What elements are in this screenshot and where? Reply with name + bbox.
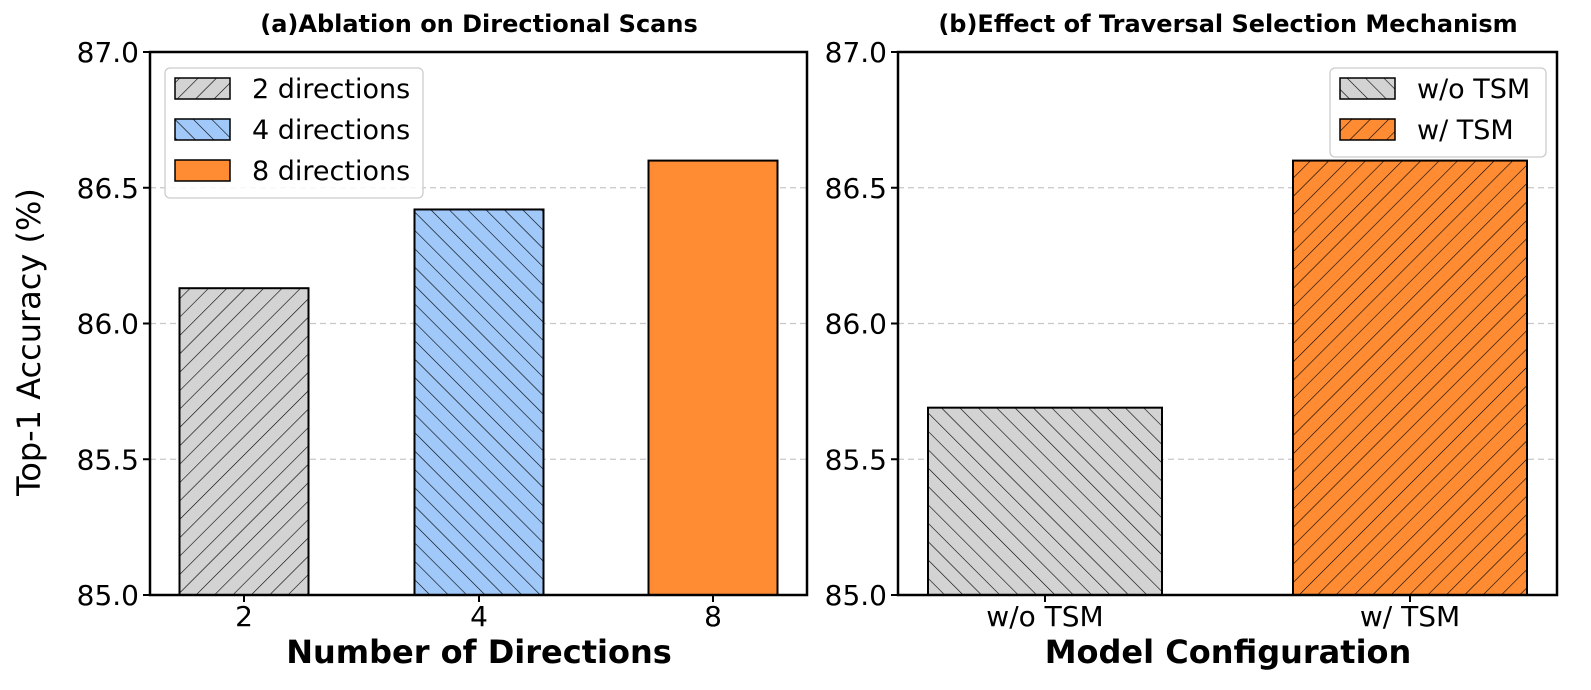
chart-a-legend-swatch [175,160,230,181]
chart-a-bar-hatch [414,209,544,595]
chart-a-legend-label: 8 directions [252,156,410,187]
chart-a-x-tick-label: 2 [235,600,253,633]
chart-b-bar-group [927,406,1163,597]
chart-a-legend-swatch-hatch [175,119,230,140]
chart-b-y-tick-label: 85.5 [825,443,887,476]
chart-a-y-tick-label: 85.0 [77,579,139,612]
chart-a-bar-group [178,287,310,596]
chart-b-bar-hatch [928,407,1162,595]
chart-a-y-tick-label: 85.5 [77,443,139,476]
chart-b-y-tick-label: 86.0 [825,308,887,341]
chart-a-legend-label: 2 directions [252,74,410,105]
chart-b-bar-hatch [1293,160,1527,595]
chart-b-legend-swatch-hatch [1340,119,1395,140]
chart-a-title: (a)Ablation on Directional Scans [260,10,697,38]
chart-a-bar-group [413,208,545,596]
chart-a-legend-swatch-hatch [175,78,230,99]
chart-a-x-tick-label: 4 [470,600,488,633]
chart-a-y-tick-label: 86.0 [77,308,139,341]
shared-y-axis-label: Top-1 Accuracy (%) [10,188,48,497]
chart-b-bar-group [1292,159,1528,596]
chart-a-legend-label: 4 directions [252,115,410,146]
chart-b-y-tick-label: 87.0 [825,36,887,69]
chart-b-title: (b)Effect of Traversal Selection Mechani… [938,10,1517,38]
chart-b-legend-swatch-outline [1339,77,1396,100]
chart-a-x-axis-label: Number of Directions [286,633,672,671]
chart-b-legend-label: w/o TSM [1417,74,1530,105]
chart-b-x-axis-label: Model Configuration [1045,633,1412,671]
chart-a-x-tick-label: 8 [704,600,722,633]
chart-a-legend: 2 directions 4 directions 8 directions [164,67,424,199]
chart-b-legend-swatch-hatch [1340,78,1395,99]
chart-panel-a: (a)Ablation on Directional Scans Number … [77,10,809,671]
chart-a-bar-group [647,159,779,596]
chart-a-bar [648,160,778,595]
chart-b-y-tick-label: 85.0 [825,579,887,612]
chart-a-legend-swatch-outline [174,118,231,141]
chart-b-legend: w/o TSM w/ TSM [1329,67,1547,158]
chart-b-x-tick-label: w/o TSM [986,600,1103,633]
chart-b-y-tick-label: 86.5 [825,172,887,205]
chart-b-x-tick-label: w/ TSM [1360,600,1460,633]
chart-a-y-tick-label: 86.5 [77,172,139,205]
chart-a-legend-swatch-outline [174,159,231,182]
chart-a-y-tick-label: 87.0 [77,36,139,69]
chart-a-legend-swatch-outline [174,77,231,100]
chart-b-legend-label: w/ TSM [1417,115,1514,146]
chart-b-legend-swatch-outline [1339,118,1396,141]
chart-panel-b: (b)Effect of Traversal Selection Mechani… [825,10,1559,671]
chart-a-bar-hatch [179,288,309,595]
